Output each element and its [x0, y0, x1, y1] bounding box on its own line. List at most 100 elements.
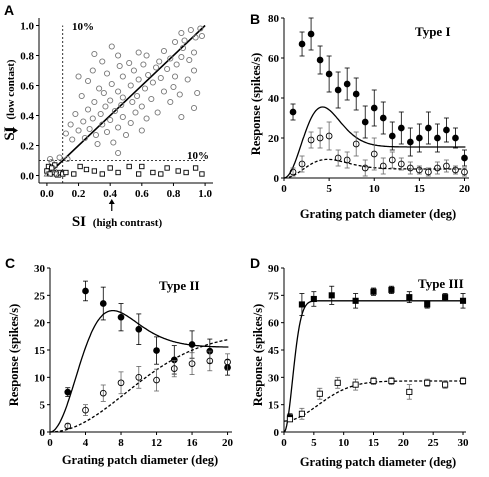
data-point — [307, 30, 315, 38]
data-point — [126, 59, 133, 67]
y-tick-label: 0 — [274, 173, 280, 185]
data-point — [145, 71, 152, 79]
data-point — [442, 294, 449, 301]
data-point — [170, 83, 177, 91]
data-point — [102, 103, 109, 110]
data-point — [67, 121, 74, 128]
data-point — [156, 58, 163, 65]
data-point — [443, 162, 450, 170]
data-point — [82, 406, 89, 414]
data-point — [127, 119, 134, 127]
y-tick-label: 60 — [268, 318, 280, 330]
data-point — [94, 140, 101, 148]
data-point — [64, 388, 72, 396]
data-point — [89, 67, 96, 74]
x-tick-label: 0.2 — [72, 188, 86, 200]
data-point — [192, 165, 199, 171]
x-tick-label: 0.8 — [167, 188, 181, 200]
data-point — [298, 410, 305, 417]
data-point — [107, 116, 114, 124]
data-point — [184, 76, 191, 83]
data-point — [86, 125, 93, 133]
data-point — [197, 25, 204, 32]
data-point — [78, 92, 85, 100]
data-point — [190, 104, 198, 112]
panel-label-d: D — [250, 255, 260, 271]
data-point — [132, 109, 139, 116]
data-point — [99, 58, 106, 65]
y-tick-label: 0 — [274, 427, 280, 439]
data-point — [96, 85, 103, 92]
data-point — [139, 163, 145, 170]
data-point — [138, 127, 145, 134]
data-point — [69, 136, 76, 143]
chart-title-type-ii: Type II — [159, 278, 200, 293]
data-point — [459, 297, 467, 304]
data-point — [452, 134, 459, 142]
data-point — [298, 160, 306, 168]
data-point — [91, 98, 98, 106]
data-point — [47, 171, 53, 177]
data-point — [115, 169, 121, 176]
data-point — [72, 110, 79, 118]
data-point — [379, 162, 387, 170]
data-point — [127, 82, 134, 89]
data-point — [51, 166, 59, 172]
line-panel-c: 0 4 8 12 16 20 0 5 10 15 20 25 30 Type II Grating pa… — [7, 263, 234, 467]
x-tick-label: 4 — [83, 437, 89, 449]
x-tick-label: 10 — [369, 183, 381, 195]
fit-curve-low-contrast — [284, 380, 464, 422]
data-point — [64, 422, 72, 430]
data-point — [325, 132, 333, 140]
x-tick-label: 0.4 — [103, 188, 117, 200]
data-point — [91, 168, 98, 174]
x-tick-label: 0 — [281, 183, 287, 195]
data-point — [84, 106, 92, 113]
data-point — [135, 325, 143, 333]
annotation-10pct-vertical: 10% — [72, 21, 94, 33]
fit-curve-low-contrast — [284, 158, 466, 179]
data-point — [183, 169, 189, 176]
data-point — [397, 124, 405, 132]
data-point — [47, 155, 54, 163]
y-tick-label: 40 — [268, 93, 280, 105]
data-point — [107, 97, 114, 104]
data-point — [110, 139, 117, 146]
data-point — [175, 168, 181, 174]
x-tick-label: 20 — [222, 437, 234, 449]
data-point — [325, 70, 333, 78]
data-point — [352, 381, 359, 388]
line-panel-d: 0 5 10 15 20 25 30 0 15 30 45 60 75 90 Type III Grati… — [251, 263, 469, 469]
data-point — [443, 126, 450, 134]
data-point — [75, 73, 82, 80]
x-tick-label: 5 — [311, 437, 317, 449]
y-tick-label: 15 — [268, 400, 280, 412]
data-point — [434, 134, 441, 142]
data-point — [379, 114, 387, 122]
data-point — [129, 98, 136, 106]
panel-label-a: A — [4, 2, 14, 18]
data-point — [406, 388, 413, 395]
x-tick-label: 15 — [368, 437, 380, 449]
data-point — [143, 52, 150, 59]
y-tick-label: 0.4 — [20, 111, 34, 123]
data-point — [178, 113, 185, 121]
data-point — [361, 118, 369, 126]
chart-title-type-iii: Type III — [418, 276, 464, 291]
data-point — [116, 62, 123, 70]
data-point — [179, 44, 186, 52]
fit-curve-high-contrast — [283, 106, 466, 179]
y-axis-label-main: SI — [2, 126, 18, 140]
y-tick-label: 25 — [34, 290, 46, 302]
x-tick-label: 0 — [47, 437, 53, 449]
data-point — [54, 172, 62, 178]
data-point — [171, 38, 179, 46]
data-point — [135, 49, 142, 56]
x-tick-label: 10 — [338, 437, 350, 449]
data-point — [316, 134, 324, 142]
data-point — [103, 128, 111, 136]
data-point — [117, 313, 125, 321]
data-point — [84, 77, 92, 85]
data-point — [56, 154, 63, 161]
